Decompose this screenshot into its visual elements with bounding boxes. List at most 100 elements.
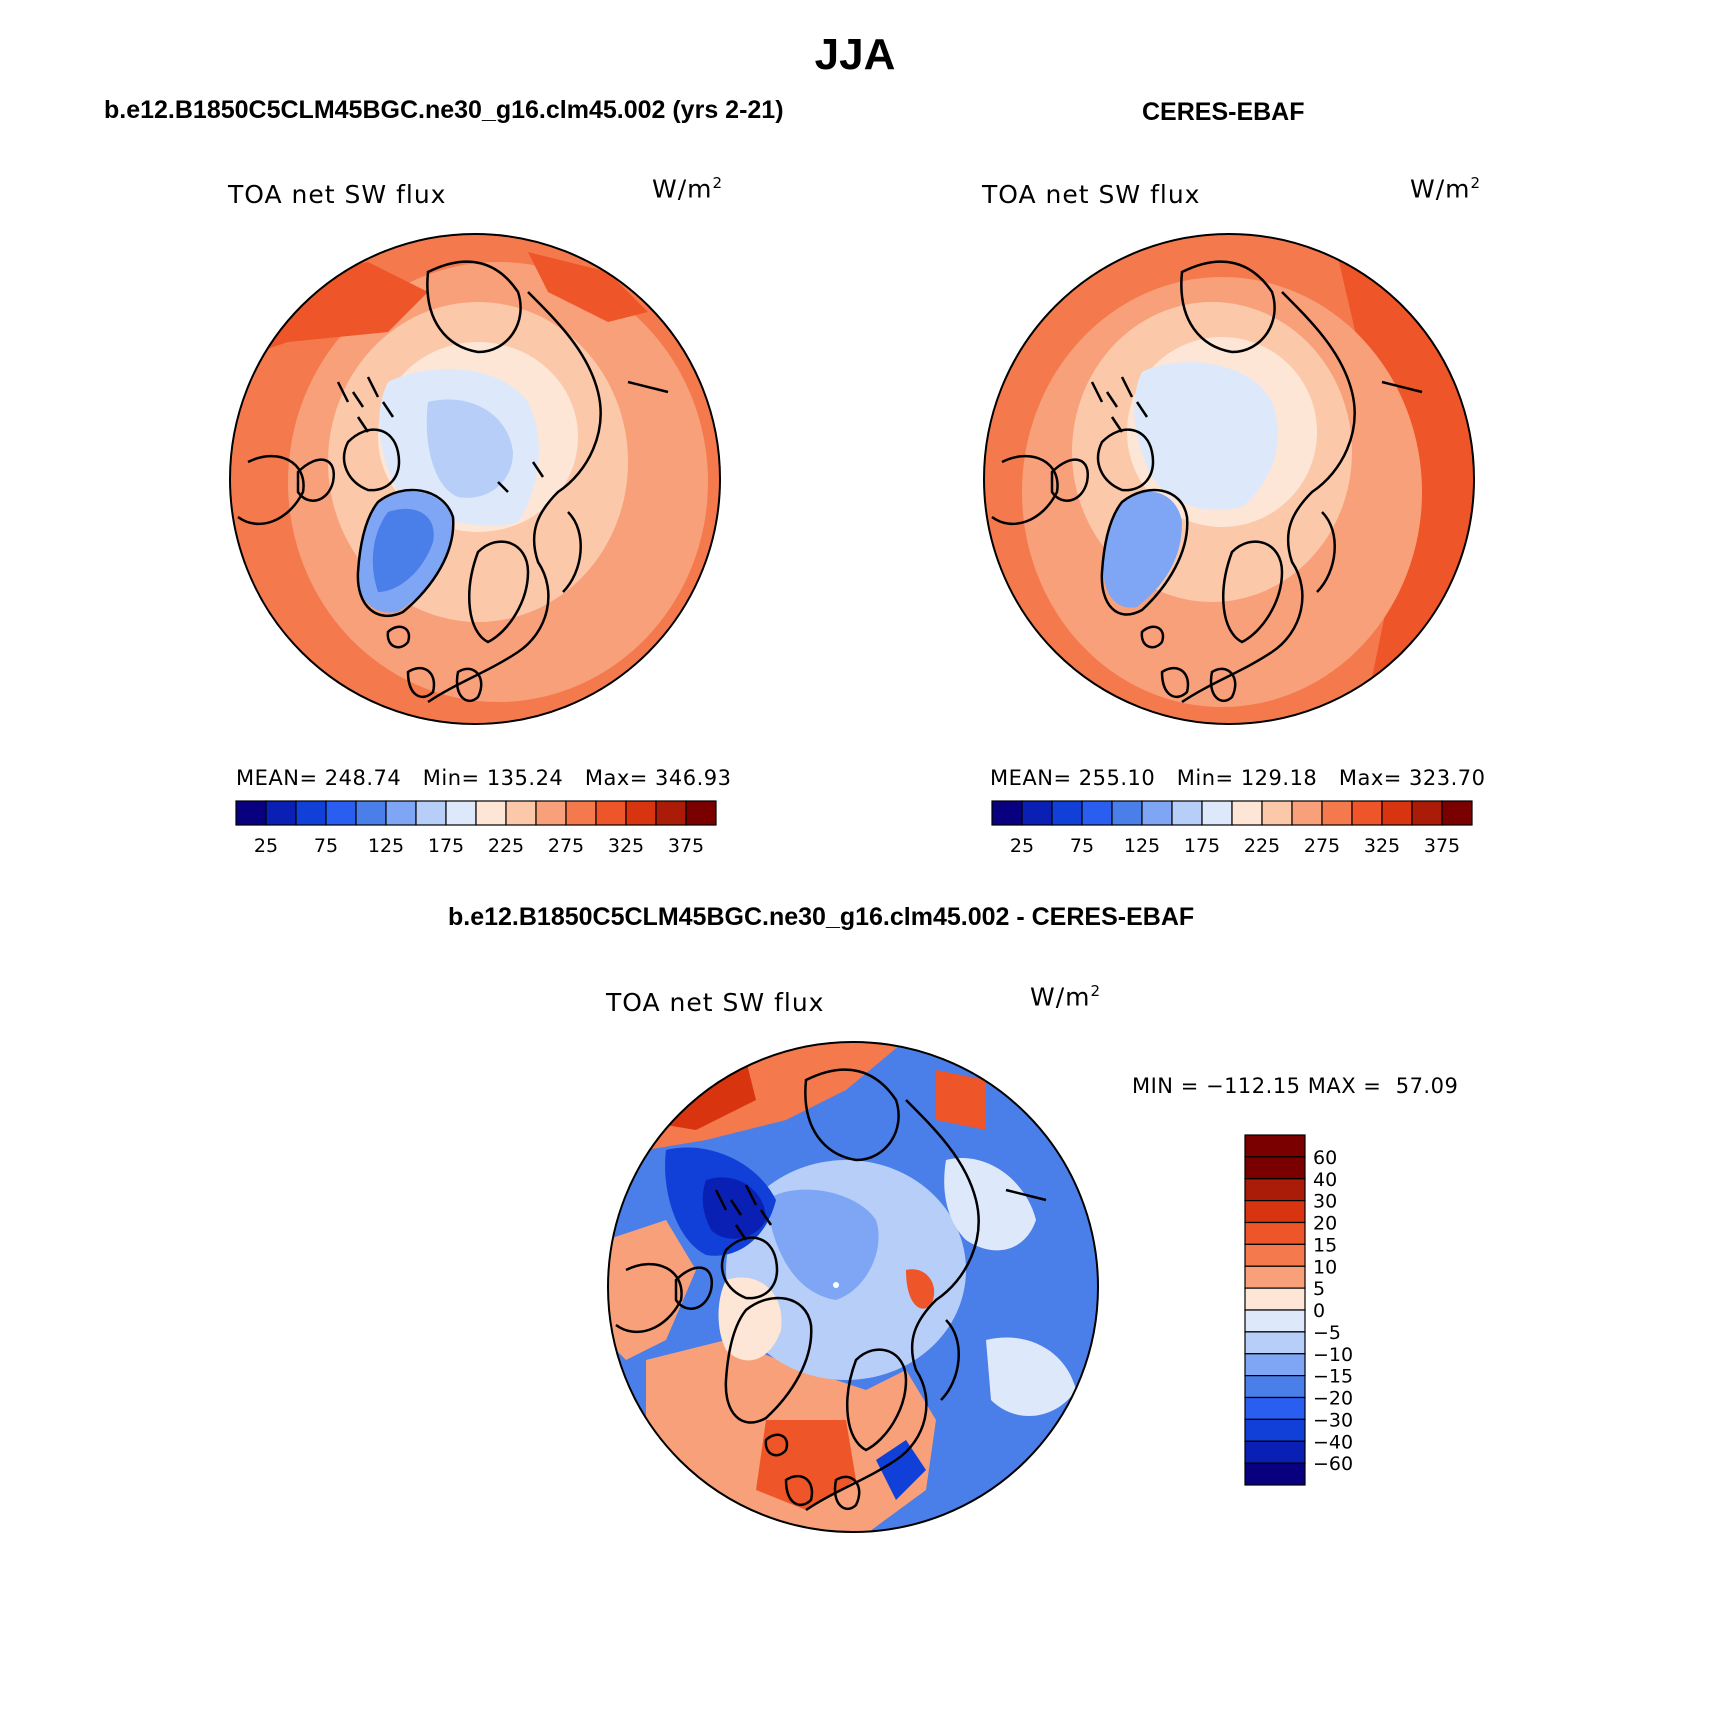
colorbar-box — [1244, 1156, 1306, 1180]
colorbar-tick-label: −20 — [1313, 1388, 1353, 1410]
diff-polar-map — [607, 1041, 1099, 1533]
colorbar-tick-label: −40 — [1313, 1431, 1353, 1453]
model-stats: MEAN= 248.74 Min= 135.24 Max= 346.93 — [236, 766, 732, 790]
colorbar-tick-label: 25 — [1010, 835, 1034, 857]
model-min-value: 135.24 — [486, 766, 564, 790]
colorbar-tick-label: −15 — [1313, 1366, 1353, 1388]
colorbar-tick-label: −60 — [1313, 1453, 1353, 1475]
colorbar-box — [535, 800, 567, 826]
colorbar-box — [1321, 800, 1353, 826]
colorbar-tick-label: 125 — [1124, 835, 1160, 857]
colorbar-tick-label: 0 — [1313, 1300, 1325, 1322]
colorbar-tick-label: 5 — [1313, 1278, 1325, 1300]
colorbar-box — [1201, 800, 1233, 826]
colorbar-box — [1244, 1353, 1306, 1377]
colorbar-box — [1051, 800, 1083, 826]
colorbar-box — [355, 800, 387, 826]
colorbar-box — [1231, 800, 1263, 826]
colorbar-tick-label: 325 — [1364, 835, 1400, 857]
colorbar-box — [1441, 800, 1473, 826]
colorbar-box — [325, 800, 357, 826]
colorbar-box — [595, 800, 627, 826]
colorbar-box — [1021, 800, 1053, 826]
colorbar-box — [625, 800, 657, 826]
colorbar-box — [1381, 800, 1413, 826]
colorbar-box — [1141, 800, 1173, 826]
colorbar-box — [1244, 1440, 1306, 1464]
colorbar-box — [655, 800, 687, 826]
obs-polar-map — [983, 233, 1475, 725]
model-variable-label: TOA net SW flux — [228, 180, 447, 209]
colorbar-box — [415, 800, 447, 826]
colorbar-box — [1351, 800, 1383, 826]
obs-mean-value: 255.10 — [1078, 766, 1156, 790]
colorbar-tick-label: −10 — [1313, 1344, 1353, 1366]
colorbar-box — [295, 800, 327, 826]
colorbar-tick-label: 10 — [1313, 1256, 1337, 1278]
colorbar-box — [1244, 1243, 1306, 1267]
colorbar-box — [1081, 800, 1113, 826]
diff-variable-label: TOA net SW flux — [606, 988, 825, 1017]
colorbar-box — [1244, 1134, 1306, 1158]
model-mean-value: 248.74 — [324, 766, 402, 790]
colorbar-box — [235, 800, 267, 826]
colorbar-tick-label: 15 — [1313, 1234, 1337, 1256]
obs-colorbar: 25 75 125 175 225 275 325 375 — [991, 800, 1473, 857]
colorbar-box — [1411, 800, 1443, 826]
colorbar-tick-label: 175 — [428, 835, 464, 857]
model-units: W/m2 — [652, 174, 724, 204]
colorbar-box — [475, 800, 507, 826]
colorbar-tick-label: 125 — [368, 835, 404, 857]
colorbar-tick-label: 275 — [1304, 835, 1340, 857]
colorbar-tick-label: 75 — [314, 835, 338, 857]
model-case-title: b.e12.B1850C5CLM45BGC.ne30_g16.clm45.002… — [104, 96, 784, 124]
diff-case-title: b.e12.B1850C5CLM45BGC.ne30_g16.clm45.002… — [448, 903, 1195, 931]
obs-units: W/m2 — [1410, 174, 1482, 204]
colorbar-box — [1244, 1375, 1306, 1399]
colorbar-tick-label: 375 — [668, 835, 704, 857]
colorbar-tick-label: 325 — [608, 835, 644, 857]
colorbar-box — [1171, 800, 1203, 826]
colorbar-tick-label: 225 — [488, 835, 524, 857]
colorbar-box — [1244, 1462, 1306, 1486]
diff-units: W/m2 — [1030, 982, 1102, 1012]
colorbar-tick-label: 275 — [548, 835, 584, 857]
colorbar-tick-label: 30 — [1313, 1191, 1337, 1213]
obs-stats: MEAN= 255.10 Min= 129.18 Max= 323.70 — [990, 766, 1486, 790]
colorbar-box — [1244, 1265, 1306, 1289]
colorbar-box — [1244, 1221, 1306, 1245]
colorbar-box — [1291, 800, 1323, 826]
diff-minmax: MIN = −112.15 MAX = 57.09 — [1132, 1074, 1459, 1098]
colorbar-box — [1261, 800, 1293, 826]
colorbar-box — [445, 800, 477, 826]
obs-max-value: 323.70 — [1409, 766, 1486, 790]
model-polar-map — [229, 233, 721, 725]
colorbar-box — [565, 800, 597, 826]
colorbar-box — [1111, 800, 1143, 826]
colorbar-tick-label: 25 — [254, 835, 278, 857]
colorbar-tick-label: 225 — [1244, 835, 1280, 857]
colorbar-tick-label: 175 — [1184, 835, 1220, 857]
model-max-value: 346.93 — [655, 766, 732, 790]
obs-min-value: 129.18 — [1240, 766, 1318, 790]
colorbar-box — [385, 800, 417, 826]
obs-variable-label: TOA net SW flux — [982, 180, 1201, 209]
colorbar-tick-label: 375 — [1424, 835, 1460, 857]
colorbar-tick-label: 75 — [1070, 835, 1094, 857]
season-title: JJA — [814, 30, 896, 79]
colorbar-box — [991, 800, 1023, 826]
colorbar-box — [1244, 1396, 1306, 1420]
colorbar-box — [1244, 1200, 1306, 1224]
colorbar-tick-label: −30 — [1313, 1409, 1353, 1431]
model-colorbar: 25 75 125 175 225 275 325 375 — [235, 800, 717, 857]
colorbar-tick-label: 40 — [1313, 1169, 1337, 1191]
colorbar-tick-label: 60 — [1313, 1147, 1337, 1169]
colorbar-box — [265, 800, 297, 826]
obs-case-title: CERES-EBAF — [1142, 98, 1305, 126]
colorbar-tick-label: 20 — [1313, 1213, 1337, 1235]
colorbar-box — [1244, 1287, 1306, 1311]
colorbar-box — [1244, 1418, 1306, 1442]
colorbar-box — [1244, 1331, 1306, 1355]
colorbar-tick-label: −5 — [1313, 1322, 1341, 1344]
